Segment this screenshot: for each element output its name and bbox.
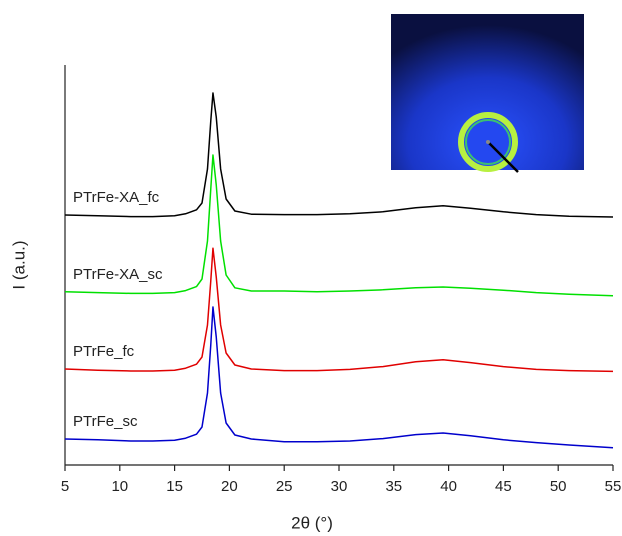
x-tick-label: 10 bbox=[111, 478, 128, 495]
x-tick-label: 45 bbox=[495, 478, 512, 495]
x-tick-label: 25 bbox=[276, 478, 293, 495]
x-tick-label: 30 bbox=[331, 478, 348, 495]
x-tick-label: 55 bbox=[605, 478, 622, 495]
x-tick-label: 15 bbox=[166, 478, 183, 495]
series-label: PTrFe_fc bbox=[73, 343, 135, 360]
x-tick-label: 20 bbox=[221, 478, 238, 495]
series-label: PTrFe_sc bbox=[73, 413, 138, 430]
x-tick-label: 5 bbox=[61, 478, 69, 495]
series-line bbox=[64, 92, 614, 218]
y-axis-title: I (a.u.) bbox=[9, 240, 28, 289]
series-label: PTrFe-XA_fc bbox=[73, 189, 160, 206]
x-tick-label: 50 bbox=[550, 478, 567, 495]
inset-image bbox=[391, 14, 584, 173]
series-label: PTrFe-XA_sc bbox=[73, 266, 163, 283]
series-line bbox=[64, 154, 614, 297]
x-tick-label: 40 bbox=[440, 478, 457, 495]
series-line bbox=[64, 247, 614, 373]
x-axis-title: 2θ (°) bbox=[291, 513, 333, 532]
x-tick-label: 35 bbox=[385, 478, 402, 495]
series-line bbox=[64, 306, 614, 449]
